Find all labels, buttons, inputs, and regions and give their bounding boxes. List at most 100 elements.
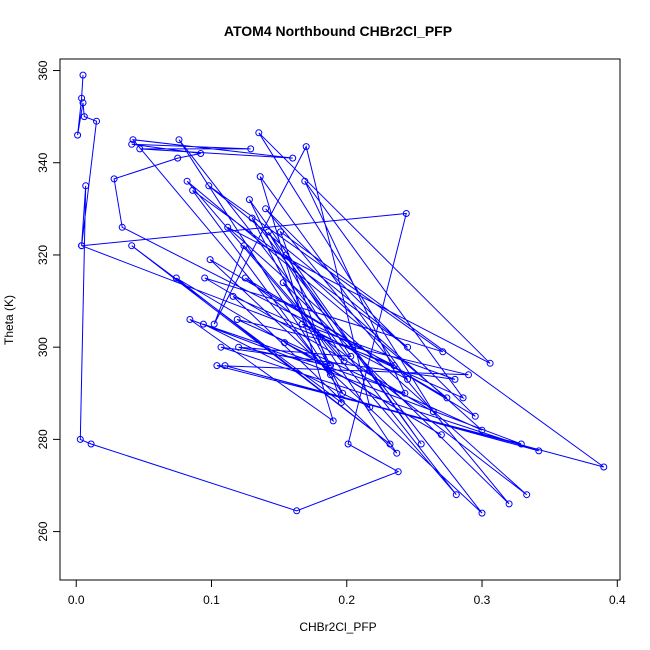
data-point [82,182,90,190]
data-point [429,408,437,416]
y-axis-label: Theta (K) [2,295,16,345]
x-axis: 0.0 0.1 0.2 0.3 0.4 [68,579,626,607]
series-layer [74,71,608,517]
data-point [366,403,374,411]
data-point [340,357,348,365]
data-point [437,431,445,439]
x-axis-label: CHBr2Cl_PFP [299,620,376,634]
data-point [233,316,241,323]
data-point [401,389,409,397]
data-point [235,343,243,351]
data-point [471,412,479,420]
data-point [256,173,264,181]
data-point [245,196,253,204]
y-tick-label: 360 [36,60,50,80]
data-point [451,375,459,383]
data-point [404,375,412,383]
data-point [110,175,118,183]
data-point [78,94,86,102]
data-point [344,440,352,448]
x-tick-label: 0.4 [609,593,626,607]
data-point [189,186,197,194]
data-point [78,242,86,250]
data-point [264,228,272,236]
data-point [302,143,310,151]
y-tick-label: 340 [36,152,50,172]
data-point [402,210,410,217]
data-point [128,242,136,250]
data-point [129,136,137,144]
data-point [439,348,447,356]
data-point [337,399,345,406]
data-point [255,129,263,137]
data-point [87,440,95,448]
data-point [213,362,221,370]
data-point [279,279,287,287]
data-point [201,274,209,282]
data-point [128,140,136,148]
data-point [417,440,425,448]
x-tick-label: 0.3 [474,593,491,607]
data-point [206,256,214,264]
data-point [293,507,301,515]
data-point [281,339,288,347]
y-tick-label: 260 [36,521,50,541]
data-point [136,145,144,153]
data-point [327,371,334,379]
data-point [517,440,525,448]
data-point [205,182,213,190]
data-point [221,362,229,370]
data-point [79,99,87,107]
data-point [210,320,218,328]
data-point [224,223,232,231]
data-point [248,214,256,222]
x-tick-label: 0.1 [203,593,220,607]
data-point [404,343,412,351]
data-point [229,292,237,300]
data-point [486,359,494,367]
data-point [459,394,467,402]
data-point [199,320,207,328]
data-point [393,449,401,457]
data-point [241,274,249,282]
data-point [240,242,248,250]
data-point [217,343,225,351]
x-tick-label: 0.0 [68,593,85,607]
data-point [175,136,183,144]
data-point [172,274,180,282]
data-point [118,223,126,231]
data-point [329,417,337,425]
data-point [262,205,270,213]
data-point [298,320,306,328]
data-point [443,394,451,402]
data-point [186,316,194,323]
data-point [478,426,486,434]
data-point [80,113,88,121]
data-point [452,491,460,499]
y-tick-label: 320 [36,245,50,265]
data-point [465,371,472,379]
data-point [79,71,87,79]
data-point [535,447,543,455]
data-point [289,154,297,162]
data-point [247,145,255,153]
data-point [347,352,355,360]
data-point [277,228,284,236]
data-point [76,435,84,443]
x-tick-label: 0.2 [338,593,355,607]
data-point [174,154,182,162]
y-tick-label: 300 [36,337,50,357]
data-point [600,463,608,471]
data-point [301,177,309,185]
data-point [386,440,394,448]
data-point [183,177,191,185]
data-point [390,362,398,370]
data-point [74,131,82,139]
data-point [282,251,290,259]
data-point [339,389,347,397]
data-point [93,117,100,125]
y-tick-label: 280 [36,429,50,449]
data-point [197,150,205,157]
data-point [394,468,402,476]
